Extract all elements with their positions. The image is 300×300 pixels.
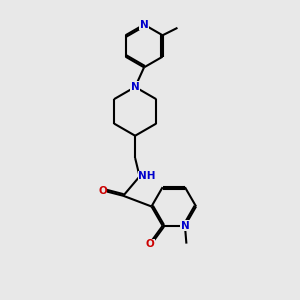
Text: N: N bbox=[131, 82, 140, 92]
Text: N: N bbox=[181, 221, 189, 231]
Text: O: O bbox=[146, 239, 154, 249]
Text: O: O bbox=[98, 186, 107, 196]
Text: NH: NH bbox=[138, 172, 156, 182]
Text: N: N bbox=[140, 20, 148, 30]
